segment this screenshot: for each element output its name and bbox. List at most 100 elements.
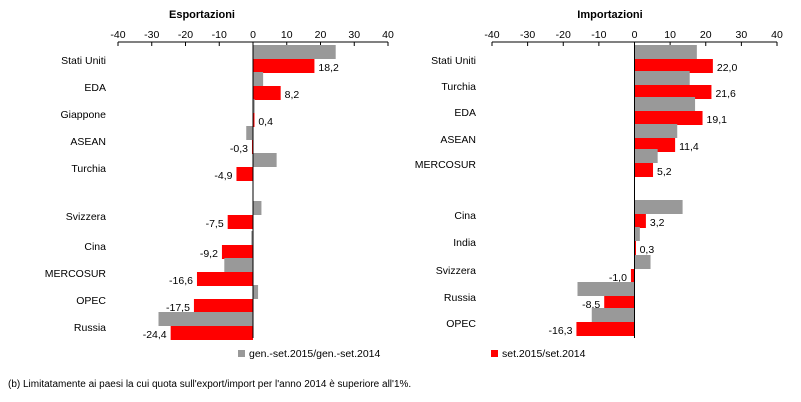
category-label: Turchia <box>441 81 476 93</box>
category-label: Svizzera <box>66 211 106 223</box>
x-tick-label: -20 <box>556 29 571 41</box>
chart-canvas: Esportazioni -40 -30 -20 -10 0 10 20 30 40 Stati U… <box>45 9 783 360</box>
x-tick-label: 30 <box>736 29 748 41</box>
x-tick-label: -40 <box>110 29 125 41</box>
x-tick-label: 10 <box>281 29 293 41</box>
bar-gen-set <box>634 227 640 241</box>
data-label: 18,2 <box>318 62 339 74</box>
data-label: 5,2 <box>657 166 672 178</box>
category-label: Cina <box>84 241 106 253</box>
data-label: -7,5 <box>206 218 224 230</box>
bar-set <box>193 299 253 313</box>
data-label: -17,5 <box>166 302 190 314</box>
data-label: 11,4 <box>679 141 699 153</box>
category-label: Stati Uniti <box>431 55 476 67</box>
category-label: OPEC <box>76 295 106 307</box>
x-tick-label: -10 <box>212 29 227 41</box>
bar-set <box>634 111 703 125</box>
data-label: 21,6 <box>715 88 736 100</box>
legend-swatch-set <box>491 350 498 357</box>
x-tick-label: 20 <box>315 29 327 41</box>
x-tick-label: 30 <box>348 29 360 41</box>
x-tick-label: 0 <box>632 29 638 41</box>
data-label: -1,0 <box>609 272 627 284</box>
bar-set <box>196 272 253 286</box>
bar-set <box>634 163 654 177</box>
x-tick-label: 40 <box>771 29 783 41</box>
bar-gen-set <box>253 285 259 299</box>
category-label: EDA <box>454 107 476 119</box>
bar-gen-set <box>253 72 264 86</box>
category-label: Stati Uniti <box>61 55 106 67</box>
data-label: 22,0 <box>717 62 738 74</box>
bar-set <box>236 167 253 181</box>
bar-set <box>634 85 712 99</box>
x-tick-label: -10 <box>591 29 606 41</box>
legend-swatch-gen-set <box>238 350 245 357</box>
bar-gen-set <box>251 231 253 245</box>
bar-gen-set <box>224 258 253 272</box>
bar-set <box>634 241 636 255</box>
category-label: Turchia <box>71 163 106 175</box>
bar-set <box>576 322 635 336</box>
data-label: -16,6 <box>169 275 193 287</box>
data-label: 3,2 <box>650 217 665 229</box>
x-tick-label: -30 <box>144 29 159 41</box>
data-label: 0,3 <box>640 244 655 256</box>
category-label: Russia <box>74 322 106 334</box>
x-tick-label: 20 <box>700 29 712 41</box>
x-tick-label: 0 <box>250 29 256 41</box>
bar-set <box>253 59 315 73</box>
x-tick-label: -40 <box>484 29 499 41</box>
category-label: MERCOSUR <box>45 268 107 280</box>
bar-gen-set <box>577 282 635 296</box>
bar-set <box>170 326 253 340</box>
bar-gen-set <box>634 45 697 59</box>
category-label: ASEAN <box>70 136 106 148</box>
category-label: OPEC <box>446 318 476 330</box>
category-label: India <box>453 237 476 249</box>
bar-set <box>253 113 255 127</box>
data-label: -16,3 <box>548 325 572 337</box>
bar-gen-set <box>253 201 262 215</box>
bar-gen-set <box>634 255 651 269</box>
bar-set <box>634 138 676 152</box>
category-label: EDA <box>84 82 106 94</box>
bar-gen-set <box>246 126 253 140</box>
bar-gen-set <box>634 71 690 85</box>
data-label: 8,2 <box>285 89 300 101</box>
data-label: -9,2 <box>200 248 218 260</box>
bar-set <box>634 214 646 228</box>
x-tick-label: -20 <box>178 29 193 41</box>
bar-set <box>227 215 253 229</box>
footnote: (b) Limitatamente ai paesi la cui quota … <box>8 379 412 390</box>
bar-gen-set <box>634 97 696 111</box>
x-tick-label: 40 <box>382 29 394 41</box>
x-tick-label: -30 <box>520 29 535 41</box>
data-label: -4,9 <box>214 170 232 182</box>
bar-set <box>221 245 253 259</box>
data-label: 19,1 <box>707 114 728 126</box>
bar-set <box>630 269 635 283</box>
bar-set <box>253 86 281 100</box>
bar-gen-set <box>634 200 683 214</box>
category-label: ASEAN <box>440 134 476 146</box>
data-label: -24,4 <box>143 329 167 341</box>
bar-gen-set <box>253 99 255 113</box>
bar-gen-set <box>634 124 678 138</box>
bar-gen-set <box>253 153 277 167</box>
legend-label-set: set.2015/set.2014 <box>502 348 586 360</box>
legend-label-gen-set: gen.-set.2015/gen.-set.2014 <box>249 348 381 360</box>
data-label: -0,3 <box>230 143 248 155</box>
data-label: 0,4 <box>258 116 273 128</box>
bar-gen-set <box>158 312 253 326</box>
bar-set <box>634 59 713 73</box>
chart-title-2: Importazioni <box>577 9 642 21</box>
category-label: Russia <box>444 292 476 304</box>
chart-title-1: Esportazioni <box>169 9 235 21</box>
category-label: Giappone <box>60 109 106 121</box>
bar-set <box>604 296 635 310</box>
bar-gen-set <box>634 149 658 163</box>
bar-gen-set <box>253 45 336 59</box>
